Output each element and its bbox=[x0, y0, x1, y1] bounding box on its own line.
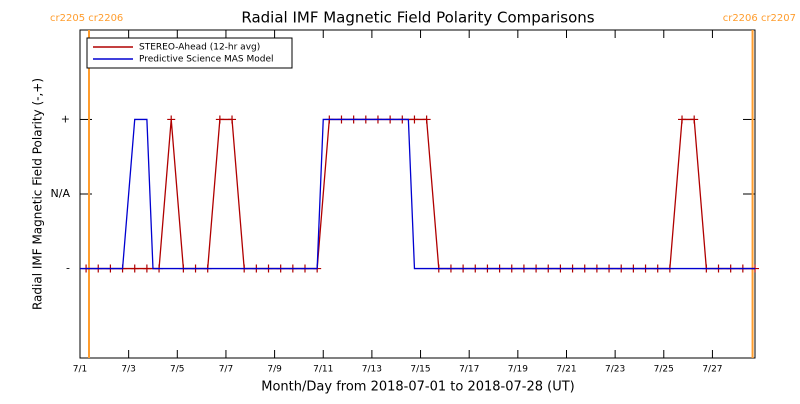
y-tick-label: N/A bbox=[51, 187, 71, 200]
x-tick-label: 7/19 bbox=[508, 365, 528, 375]
x-tick-label: 7/21 bbox=[556, 365, 576, 375]
x-tick-label: 7/13 bbox=[362, 365, 382, 375]
point-marker bbox=[690, 115, 699, 124]
x-tick-label: 7/25 bbox=[654, 365, 674, 375]
x-tick-label: 7/5 bbox=[170, 365, 184, 375]
y-axis-label: Radial IMF Magnetic Field Polarity (-,+) bbox=[31, 78, 45, 310]
point-marker bbox=[410, 115, 419, 124]
y-tick-label: - bbox=[66, 262, 70, 275]
point-marker bbox=[215, 115, 224, 124]
x-tick-label: 7/9 bbox=[267, 365, 282, 375]
x-tick-label: 7/27 bbox=[702, 365, 722, 375]
y-tick-label: + bbox=[61, 112, 70, 125]
x-tick-label: 7/3 bbox=[121, 365, 135, 375]
x-tick-label: 7/7 bbox=[219, 365, 233, 375]
point-marker bbox=[678, 115, 687, 124]
x-axis-label: Month/Day from 2018-07-01 to 2018-07-28 … bbox=[261, 380, 574, 395]
point-marker bbox=[422, 115, 431, 124]
series-line bbox=[80, 118, 755, 270]
legend-label: Predictive Science MAS Model bbox=[139, 55, 274, 65]
x-tick-label: 7/11 bbox=[313, 365, 333, 375]
carrington-label: cr2205 cr2206 bbox=[50, 13, 123, 24]
x-tick-label: 7/15 bbox=[410, 365, 430, 375]
legend-box bbox=[86, 37, 293, 69]
x-tick-label: 7/17 bbox=[459, 365, 479, 375]
point-marker bbox=[167, 115, 176, 124]
point-marker bbox=[228, 115, 237, 124]
x-tick-label: 7/23 bbox=[605, 365, 625, 375]
carrington-label: cr2206 cr2207 bbox=[723, 13, 796, 24]
chart-title: Radial IMF Magnetic Field Polarity Compa… bbox=[241, 9, 594, 27]
point-marker bbox=[130, 264, 139, 273]
legend-label: STEREO-Ahead (12-hr avg) bbox=[139, 43, 260, 53]
point-marker bbox=[142, 264, 151, 273]
x-tick-label: 7/1 bbox=[73, 365, 87, 375]
